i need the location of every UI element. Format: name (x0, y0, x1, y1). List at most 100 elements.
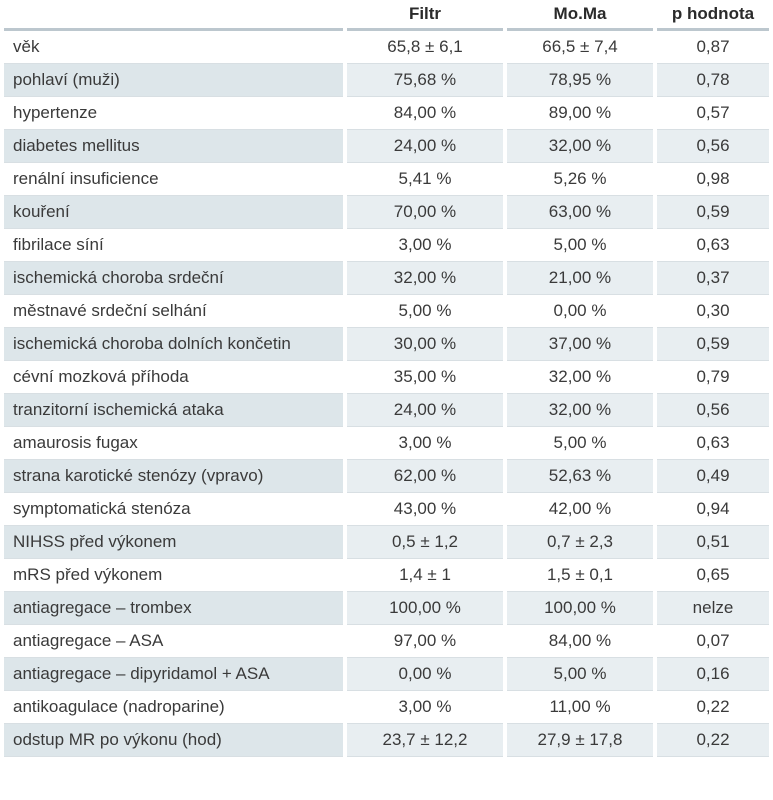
comparison-table: Filtr Mo.Ma p hodnota věk 65,8 ± 6,1 66,5 … (4, 0, 769, 757)
cell-filtr: 35,00 % (343, 360, 505, 394)
table-row: symptomatická stenóza 43,00 % 42,00 % 0,94 (4, 492, 769, 526)
cell-p-value: 0,07 (653, 624, 769, 658)
cell-p-value: 0,59 (653, 327, 769, 361)
header-cell-moma: Mo.Ma (503, 0, 655, 31)
cell-filtr: 24,00 % (343, 129, 505, 163)
table-row: městnavé srdeční selhání 5,00 % 0,00 % 0,30 (4, 294, 769, 328)
table-row: kouření 70,00 % 63,00 % 0,59 (4, 195, 769, 229)
table-row: antiagregace – ASA 97,00 % 84,00 % 0,07 (4, 624, 769, 658)
cell-p-value: 0,87 (653, 29, 769, 64)
cell-moma: 78,95 % (503, 63, 655, 97)
row-label: antiagregace – trombex (4, 591, 345, 625)
cell-p-value: 0,51 (653, 525, 769, 559)
cell-p-value: 0,37 (653, 261, 769, 295)
cell-moma: 5,00 % (503, 657, 655, 691)
table-row: renální insuficience 5,41 % 5,26 % 0,98 (4, 162, 769, 196)
cell-moma: 32,00 % (503, 393, 655, 427)
cell-p-value: 0,63 (653, 228, 769, 262)
header-cell-label (4, 0, 345, 31)
table-row: antiagregace – trombex 100,00 % 100,00 % ne… (4, 591, 769, 625)
cell-p-value: 0,94 (653, 492, 769, 526)
cell-p-value: 0,56 (653, 129, 769, 163)
cell-filtr: 24,00 % (343, 393, 505, 427)
cell-moma: 0,00 % (503, 294, 655, 328)
cell-filtr: 62,00 % (343, 459, 505, 493)
cell-moma: 11,00 % (503, 690, 655, 724)
cell-filtr: 100,00 % (343, 591, 505, 625)
cell-filtr: 5,41 % (343, 162, 505, 196)
cell-moma: 42,00 % (503, 492, 655, 526)
table-row: NIHSS před výkonem 0,5 ± 1,2 0,7 ± 2,3 0,51 (4, 525, 769, 559)
table-row: věk 65,8 ± 6,1 66,5 ± 7,4 0,87 (4, 29, 769, 64)
table-header: Filtr Mo.Ma p hodnota (4, 0, 769, 31)
table-row: ischemická choroba dolních končetin 30,00… (4, 327, 769, 361)
cell-p-value: 0,79 (653, 360, 769, 394)
row-label: městnavé srdeční selhání (4, 294, 345, 328)
table-row: cévní mozková příhoda 35,00 % 32,00 % 0,79 (4, 360, 769, 394)
table-row: ischemická choroba srdeční 32,00 % 21,00 %… (4, 261, 769, 295)
cell-p-value: 0,56 (653, 393, 769, 427)
cell-p-value: 0,30 (653, 294, 769, 328)
table-row: antikoagulace (nadroparine) 3,00 % 11,00 %… (4, 690, 769, 724)
cell-moma: 32,00 % (503, 360, 655, 394)
cell-p-value: 0,22 (653, 723, 769, 757)
cell-filtr: 23,7 ± 12,2 (343, 723, 505, 757)
row-label: cévní mozková příhoda (4, 360, 345, 394)
row-label: ischemická choroba srdeční (4, 261, 345, 295)
table-row: antiagregace – dipyridamol + ASA 0,00 % 5,… (4, 657, 769, 691)
row-label: symptomatická stenóza (4, 492, 345, 526)
cell-filtr: 3,00 % (343, 426, 505, 460)
cell-filtr: 97,00 % (343, 624, 505, 658)
header-cell-p-value: p hodnota (653, 0, 769, 31)
row-label: strana karotické stenózy (vpravo) (4, 459, 345, 493)
cell-filtr: 0,00 % (343, 657, 505, 691)
cell-moma: 66,5 ± 7,4 (503, 29, 655, 64)
table-row: hypertenze 84,00 % 89,00 % 0,57 (4, 96, 769, 130)
table-row: strana karotické stenózy (vpravo) 62,00 %… (4, 459, 769, 493)
cell-moma: 63,00 % (503, 195, 655, 229)
row-label: tranzitorní ischemická ataka (4, 393, 345, 427)
cell-moma: 1,5 ± 0,1 (503, 558, 655, 592)
cell-p-value: 0,98 (653, 162, 769, 196)
row-label: antikoagulace (nadroparine) (4, 690, 345, 724)
row-label: antiagregace – dipyridamol + ASA (4, 657, 345, 691)
table-row: odstup MR po výkonu (hod) 23,7 ± 12,2 27,9… (4, 723, 769, 757)
cell-p-value: nelze (653, 591, 769, 625)
row-label: hypertenze (4, 96, 345, 130)
row-label: diabetes mellitus (4, 129, 345, 163)
cell-moma: 89,00 % (503, 96, 655, 130)
table-body: věk 65,8 ± 6,1 66,5 ± 7,4 0,87 pohlaví (muži… (4, 29, 769, 757)
cell-filtr: 65,8 ± 6,1 (343, 29, 505, 64)
row-label: amaurosis fugax (4, 426, 345, 460)
row-label: věk (4, 29, 345, 64)
cell-moma: 5,00 % (503, 426, 655, 460)
row-label: fibrilace síní (4, 228, 345, 262)
row-label: renální insuficience (4, 162, 345, 196)
cell-p-value: 0,16 (653, 657, 769, 691)
row-label: ischemická choroba dolních končetin (4, 327, 345, 361)
cell-moma: 0,7 ± 2,3 (503, 525, 655, 559)
cell-moma: 100,00 % (503, 591, 655, 625)
cell-filtr: 32,00 % (343, 261, 505, 295)
cell-p-value: 0,22 (653, 690, 769, 724)
cell-filtr: 84,00 % (343, 96, 505, 130)
row-label: antiagregace – ASA (4, 624, 345, 658)
table-row: diabetes mellitus 24,00 % 32,00 % 0,56 (4, 129, 769, 163)
cell-p-value: 0,63 (653, 426, 769, 460)
cell-moma: 21,00 % (503, 261, 655, 295)
cell-filtr: 75,68 % (343, 63, 505, 97)
cell-moma: 37,00 % (503, 327, 655, 361)
table-row: tranzitorní ischemická ataka 24,00 % 32,00… (4, 393, 769, 427)
cell-filtr: 5,00 % (343, 294, 505, 328)
cell-moma: 5,00 % (503, 228, 655, 262)
header-cell-filtr: Filtr (343, 0, 505, 31)
cell-moma: 5,26 % (503, 162, 655, 196)
cell-moma: 52,63 % (503, 459, 655, 493)
table-row: amaurosis fugax 3,00 % 5,00 % 0,63 (4, 426, 769, 460)
cell-filtr: 3,00 % (343, 690, 505, 724)
row-label: pohlaví (muži) (4, 63, 345, 97)
cell-filtr: 30,00 % (343, 327, 505, 361)
cell-moma: 32,00 % (503, 129, 655, 163)
cell-moma: 84,00 % (503, 624, 655, 658)
